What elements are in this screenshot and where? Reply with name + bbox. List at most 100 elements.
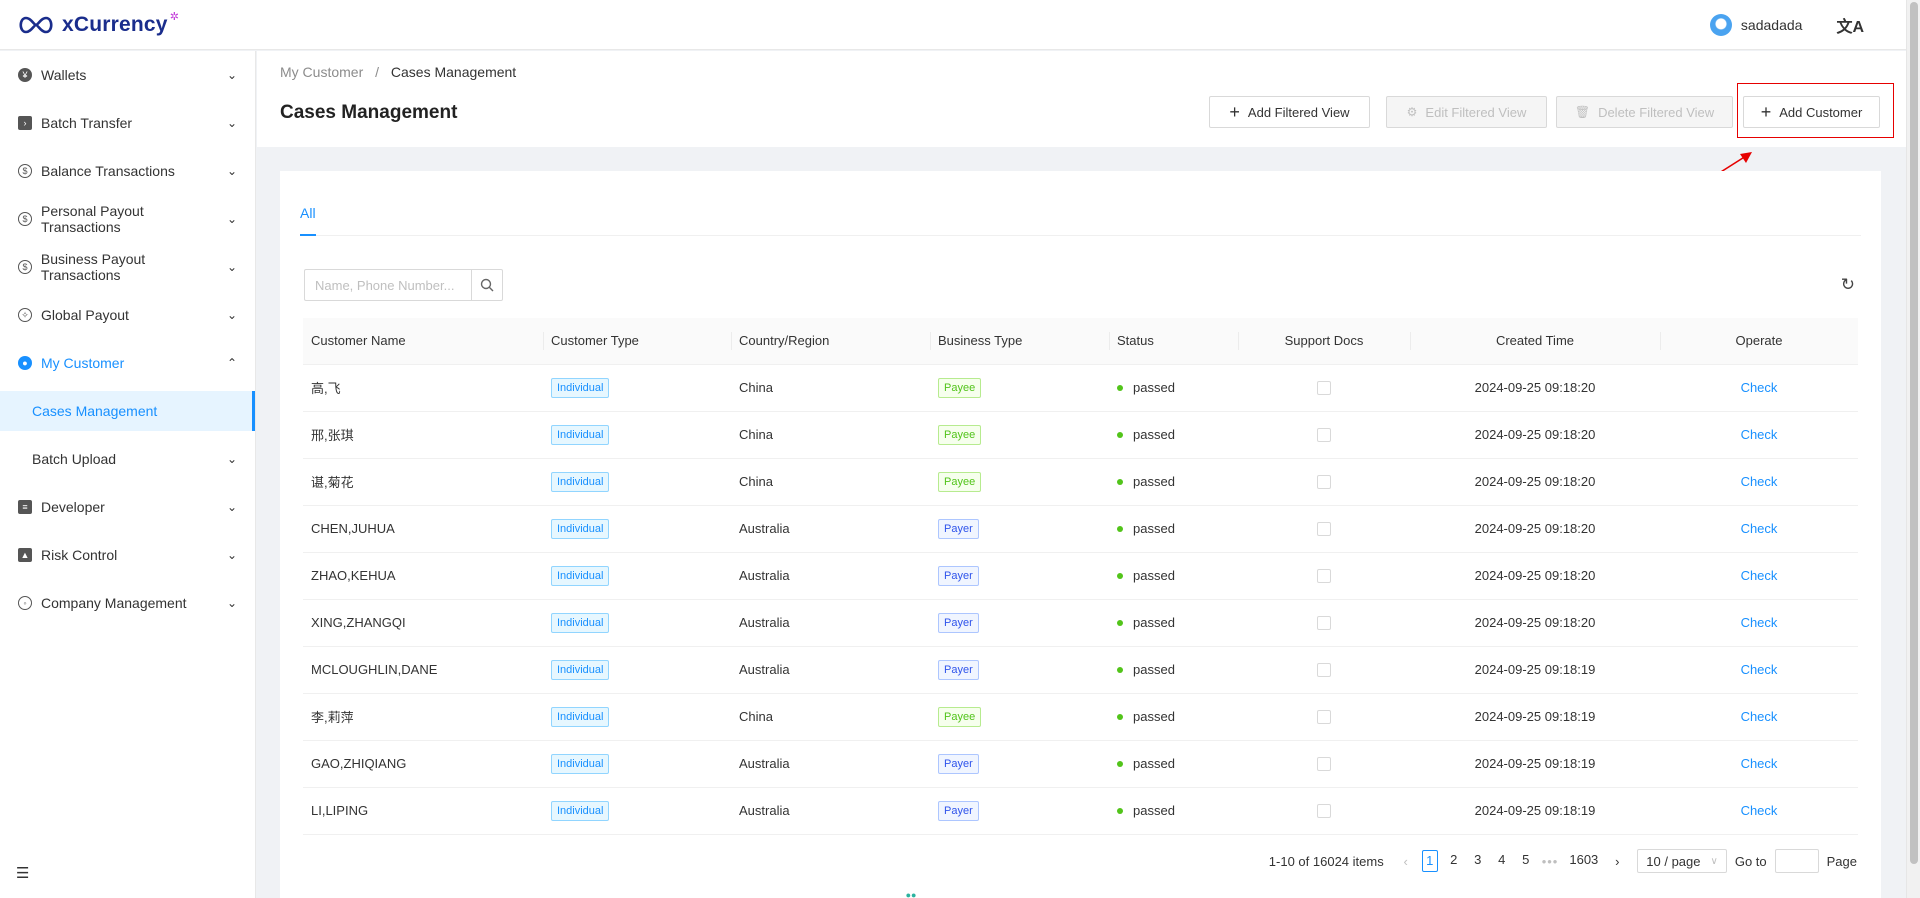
button-label: Add Filtered View bbox=[1247, 104, 1350, 120]
check-link[interactable]: Check bbox=[1740, 521, 1778, 536]
content-card: All ↻ Customer Name Customer Type Countr… bbox=[280, 171, 1881, 898]
pagination: 1-10 of 16024 items ‹ 1 2 3 4 5 ••• 1603… bbox=[1261, 849, 1857, 873]
translate-icon[interactable]: 文A bbox=[1836, 18, 1864, 36]
sidebar-subitem-batch-upload[interactable]: Batch Upload ⌄ bbox=[0, 435, 255, 483]
status-cell: passed bbox=[1109, 599, 1238, 647]
check-link[interactable]: Check bbox=[1740, 380, 1778, 395]
search-input[interactable] bbox=[304, 269, 471, 301]
check-link[interactable]: Check bbox=[1740, 803, 1778, 818]
vertical-scrollbar[interactable] bbox=[1906, 0, 1920, 898]
scrollbar-thumb[interactable] bbox=[1910, 2, 1918, 864]
column-header[interactable]: Status bbox=[1109, 318, 1238, 365]
sidebar-item-label: Company Management bbox=[41, 595, 187, 611]
support-docs-checkbox[interactable] bbox=[1317, 381, 1331, 396]
sidebar-item-global-payout[interactable]: ✧ Global Payout ⌄ bbox=[0, 291, 255, 339]
menu-collapse-icon[interactable]: ☰ bbox=[16, 865, 30, 882]
sidebar-subitem-cases-management[interactable]: Cases Management bbox=[0, 391, 255, 431]
sidebar-item-risk-control[interactable]: ▲ Risk Control ⌄ bbox=[0, 531, 255, 579]
status-badge: passed bbox=[1133, 803, 1175, 818]
sidebar-item-label: Personal Payout Transactions bbox=[41, 203, 144, 235]
support-docs-checkbox[interactable] bbox=[1317, 522, 1331, 537]
customer-name-cell: GAO,ZHIQIANG bbox=[303, 740, 543, 788]
sidebar-item-my-customer[interactable]: ● My Customer ⌃ bbox=[0, 339, 255, 387]
developer-icon: ≡ bbox=[18, 500, 32, 514]
support-docs-checkbox[interactable] bbox=[1317, 616, 1331, 631]
customer-type-cell: Individual bbox=[543, 364, 731, 412]
sidebar-item-business-payout[interactable]: $ Business Payout Transactions ⌄ bbox=[0, 243, 255, 291]
support-docs-checkbox[interactable] bbox=[1317, 804, 1331, 819]
status-cell: passed bbox=[1109, 505, 1238, 553]
column-header[interactable]: Country/Region bbox=[731, 318, 930, 365]
business-type-cell: Payer bbox=[930, 787, 1109, 835]
delete-filtered-view-button[interactable]: 🗑 Delete Filtered View bbox=[1556, 96, 1733, 128]
column-header[interactable]: Customer Name bbox=[303, 318, 543, 365]
page-5-button[interactable]: 5 bbox=[1522, 852, 1530, 867]
user-menu[interactable]: sadadada bbox=[1709, 13, 1802, 36]
check-link[interactable]: Check bbox=[1740, 709, 1778, 724]
bottom-handle-icon[interactable]: ●● bbox=[900, 890, 922, 898]
status-dot-icon bbox=[1117, 525, 1123, 532]
check-link[interactable]: Check bbox=[1740, 756, 1778, 771]
sidebar-item-balance-transactions[interactable]: $ Balance Transactions ⌄ bbox=[0, 147, 255, 195]
operate-cell: Check bbox=[1660, 646, 1858, 694]
operate-cell: Check bbox=[1660, 458, 1858, 506]
sidebar-item-wallets[interactable]: ¥ Wallets ⌄ bbox=[0, 51, 255, 99]
sidebar-item-batch-transfer[interactable]: › Batch Transfer ⌄ bbox=[0, 99, 255, 147]
business-type-tag: Payee bbox=[938, 424, 982, 445]
tab-all[interactable]: All bbox=[300, 196, 316, 236]
support-docs-checkbox[interactable] bbox=[1317, 757, 1331, 772]
status-dot-icon bbox=[1117, 384, 1123, 391]
breadcrumb-link-my-customer[interactable]: My Customer bbox=[280, 64, 364, 80]
search-button[interactable] bbox=[471, 269, 503, 301]
check-link[interactable]: Check bbox=[1740, 662, 1778, 677]
sidebar-item-personal-payout[interactable]: $ Personal Payout Transactions ⌄ bbox=[0, 195, 255, 243]
page-1-button[interactable]: 1 bbox=[1421, 850, 1438, 872]
sidebar-item-label: Business Payout Transactions bbox=[40, 251, 146, 283]
created-time-cell: 2024-09-25 09:18:20 bbox=[1410, 458, 1660, 506]
last-page-button[interactable]: 1603 bbox=[1569, 852, 1599, 867]
page-4-button[interactable]: 4 bbox=[1498, 852, 1506, 867]
column-header[interactable]: Customer Type bbox=[543, 318, 731, 365]
business-type-cell: Payee bbox=[930, 364, 1109, 412]
check-link[interactable]: Check bbox=[1740, 427, 1778, 442]
status-badge: passed bbox=[1133, 568, 1175, 583]
business-type-cell: Payee bbox=[930, 458, 1109, 506]
customer-name-cell: 邢,张琪 bbox=[303, 411, 543, 459]
operate-cell: Check bbox=[1660, 740, 1858, 788]
country-cell: China bbox=[731, 364, 930, 412]
column-header[interactable]: Business Type bbox=[930, 318, 1109, 365]
check-link[interactable]: Check bbox=[1740, 615, 1778, 630]
pagination-ellipsis[interactable]: ••• bbox=[1541, 853, 1559, 869]
support-docs-checkbox[interactable] bbox=[1317, 569, 1331, 584]
page-size-select[interactable]: 10 / page ∨ bbox=[1637, 849, 1727, 873]
page-3-button[interactable]: 3 bbox=[1474, 852, 1482, 867]
chevron-down-icon: ⌄ bbox=[226, 452, 237, 466]
created-time-cell: 2024-09-25 09:18:20 bbox=[1410, 505, 1660, 553]
add-customer-button[interactable]: + Add Customer bbox=[1743, 96, 1880, 128]
column-header[interactable]: Support Docs bbox=[1238, 318, 1410, 365]
country-cell: China bbox=[731, 693, 930, 741]
status-dot-icon bbox=[1117, 807, 1123, 814]
add-filtered-view-button[interactable]: + Add Filtered View bbox=[1209, 96, 1370, 128]
page-2-button[interactable]: 2 bbox=[1450, 852, 1458, 867]
support-docs-checkbox[interactable] bbox=[1317, 663, 1331, 678]
check-link[interactable]: Check bbox=[1740, 568, 1778, 583]
check-link[interactable]: Check bbox=[1740, 474, 1778, 489]
next-page-icon[interactable]: › bbox=[1615, 853, 1620, 869]
goto-page-input[interactable] bbox=[1774, 849, 1819, 873]
logo[interactable]: xCurrency ✲ bbox=[0, 11, 179, 37]
support-docs-checkbox[interactable] bbox=[1317, 710, 1331, 725]
prev-page-icon[interactable]: ‹ bbox=[1403, 853, 1408, 869]
page-title: Cases Management bbox=[280, 102, 458, 123]
goto-label: Go to bbox=[1734, 853, 1767, 869]
column-header[interactable]: Created Time bbox=[1410, 318, 1660, 365]
sidebar-item-developer[interactable]: ≡ Developer ⌄ bbox=[0, 483, 255, 531]
edit-filtered-view-button[interactable]: ⚙ Edit Filtered View bbox=[1386, 96, 1547, 128]
refresh-icon[interactable]: ↻ bbox=[1840, 275, 1855, 294]
column-header[interactable]: Operate bbox=[1660, 318, 1858, 365]
table-row: GAO,ZHIQIANG Individual Australia Payer pass… bbox=[303, 740, 1858, 788]
support-docs-checkbox[interactable] bbox=[1317, 428, 1331, 443]
sidebar-item-company-management[interactable]: ◦ Company Management ⌄ bbox=[0, 579, 255, 627]
chevron-down-icon: ⌄ bbox=[226, 308, 237, 322]
support-docs-checkbox[interactable] bbox=[1317, 475, 1331, 490]
